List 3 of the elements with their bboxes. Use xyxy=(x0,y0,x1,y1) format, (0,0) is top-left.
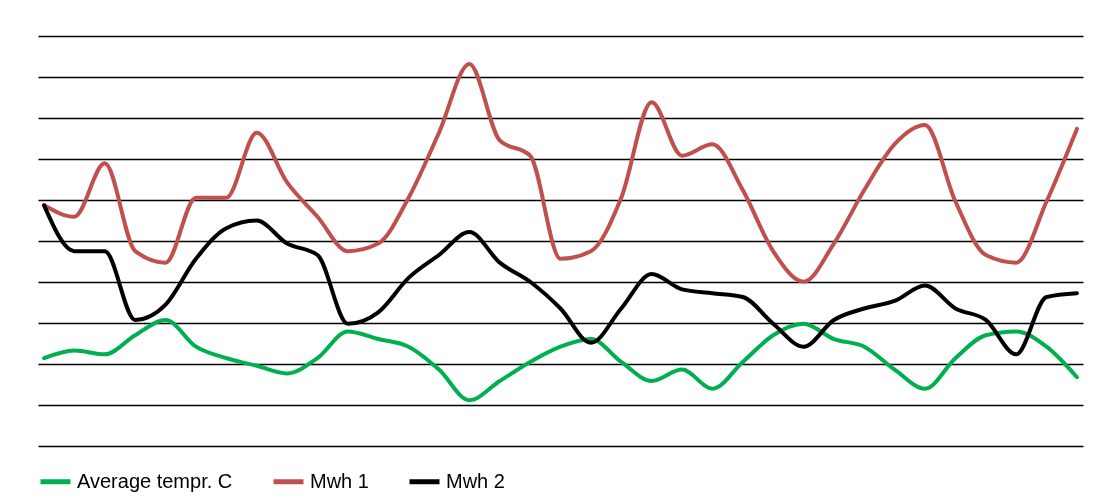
legend-label: Mwh 2 xyxy=(446,469,505,492)
legend-label: Mwh 1 xyxy=(310,469,369,492)
legend-label: Average tempr. C xyxy=(77,469,233,492)
